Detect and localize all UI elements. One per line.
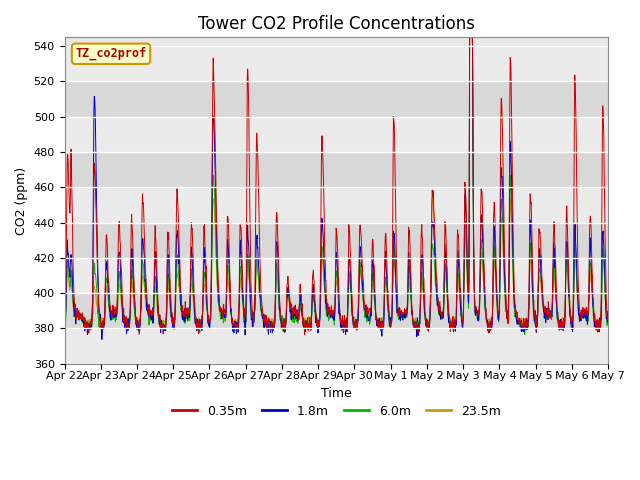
Y-axis label: CO2 (ppm): CO2 (ppm) [15,167,28,235]
Legend: 0.35m, 1.8m, 6.0m, 23.5m: 0.35m, 1.8m, 6.0m, 23.5m [167,400,506,423]
1.8m [604,316,612,322]
Bar [65,46,608,82]
23.5m [303,317,310,323]
0.35m [604,314,612,320]
Line: 6.0m: 6.0m [65,37,608,335]
1.8m [292,302,300,308]
6.0m [370,286,378,291]
Bar [65,293,608,328]
0.35m [103,232,111,238]
1.8m [125,324,133,330]
Line: 0.35m: 0.35m [65,37,608,335]
1.8m [98,336,106,342]
6.0m [312,317,320,323]
1.8m [103,259,111,264]
0.35m [301,332,308,337]
Bar [65,82,608,117]
1.8m [313,323,321,328]
6.0m [103,277,111,283]
Text: TZ_co2prof: TZ_co2prof [76,47,147,60]
6.0m [303,321,310,326]
6.0m [466,35,474,40]
0.35m [371,263,378,269]
6.0m [61,321,68,326]
0.35m [303,320,310,326]
Bar [65,223,608,258]
1.8m [303,322,310,328]
Bar [65,258,608,293]
1.8m [61,324,68,330]
Bar [65,187,608,223]
23.5m [125,317,132,323]
1.8m [371,282,378,288]
6.0m [521,332,529,337]
Bar [65,152,608,187]
0.35m [466,35,474,40]
1.8m [466,35,474,40]
23.5m [604,318,612,324]
6.0m [125,323,132,328]
23.5m [292,314,300,320]
23.5m [61,320,68,326]
Line: 23.5m: 23.5m [65,37,608,326]
Line: 1.8m: 1.8m [65,37,608,339]
23.5m [197,323,205,329]
0.35m [61,322,68,328]
6.0m [291,312,299,318]
23.5m [371,297,378,302]
23.5m [466,35,474,40]
Bar [65,117,608,152]
0.35m [313,319,321,325]
Title: Tower CO2 Profile Concentrations: Tower CO2 Profile Concentrations [198,15,475,33]
Bar [65,328,608,364]
23.5m [103,287,111,293]
23.5m [313,318,321,324]
0.35m [291,305,299,311]
6.0m [604,324,612,329]
0.35m [125,325,132,331]
X-axis label: Time: Time [321,387,352,400]
